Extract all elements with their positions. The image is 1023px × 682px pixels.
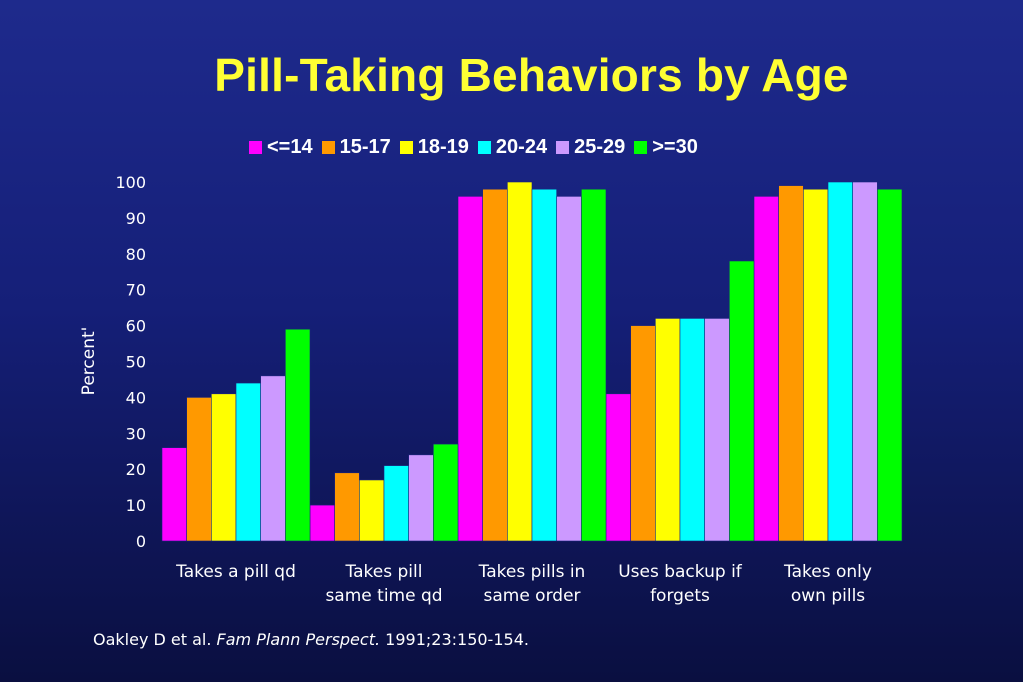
bar [581, 188, 607, 542]
bar [753, 196, 779, 542]
bar [359, 479, 385, 542]
chart-legend: <=14 15-17 18-19 20-24 25-29 >=30 [249, 134, 707, 160]
x-tick-label: Takes pills in [478, 562, 586, 582]
bar [211, 393, 237, 542]
citation: Oakley D et al. Fam Plann Perspect. 1991… [93, 630, 529, 649]
legend-swatch [249, 140, 262, 154]
bar [457, 196, 483, 542]
bar [235, 382, 261, 542]
legend-swatch [477, 140, 491, 154]
legend-swatch [321, 140, 335, 154]
y-tick-label: 50 [126, 353, 146, 372]
legend-swatch [399, 140, 413, 154]
bar [408, 454, 434, 542]
bar [852, 181, 878, 542]
legend-label: >=30 [652, 135, 698, 158]
y-tick-label: 0 [136, 532, 146, 551]
y-tick-label: 90 [126, 209, 146, 228]
x-tick-label: Takes pill [345, 562, 423, 582]
bar [729, 260, 755, 542]
x-tick-label: forgets [650, 586, 710, 606]
y-tick-label: 40 [126, 388, 146, 407]
legend-item: 15-17 [321, 135, 391, 159]
bar [260, 375, 286, 542]
citation-authors: Oakley D et al. [93, 630, 212, 649]
x-tick-label: Takes a pill qd [175, 562, 296, 582]
bar [531, 188, 557, 542]
bar [383, 465, 409, 542]
y-tick-label: 100 [115, 173, 146, 192]
legend-label: <=14 [267, 135, 313, 158]
legend-swatch [556, 140, 570, 154]
y-tick-label: 10 [126, 496, 146, 515]
legend-swatch [634, 140, 648, 154]
legend-item: 25-29 [556, 136, 625, 159]
x-tick-label: Uses backup if [618, 562, 743, 582]
bar [433, 443, 459, 542]
bar [556, 196, 582, 542]
bar [704, 318, 730, 542]
citation-ref: 1991;23:150-154. [385, 630, 529, 649]
x-tick-label: Takes only [783, 562, 872, 582]
bar [827, 181, 853, 542]
y-tick-label: 60 [126, 317, 146, 336]
y-tick-label: 30 [126, 424, 146, 443]
legend-item: 18-19 [399, 135, 469, 159]
legend-label: 18-19 [417, 135, 469, 158]
bar [186, 397, 212, 542]
bar [285, 328, 311, 542]
bar [778, 185, 804, 542]
bar [679, 318, 705, 542]
bar [803, 188, 829, 542]
bar [655, 318, 681, 542]
legend-label: 20-24 [495, 135, 548, 158]
x-tick-label: same order [483, 586, 580, 606]
y-axis-label: Percent' [79, 327, 99, 396]
page-title: Pill-Taking Behaviors by Age [214, 49, 849, 101]
legend-item: >=30 [634, 136, 698, 159]
legend-item: 20-24 [477, 135, 548, 159]
x-tick-label: own pills [791, 586, 865, 606]
y-tick-label: 70 [126, 281, 146, 300]
bar [507, 181, 533, 542]
bar [605, 393, 631, 542]
bar [630, 325, 656, 542]
bar [334, 472, 360, 542]
bar [877, 188, 903, 542]
legend-label: 25-29 [574, 135, 626, 158]
y-tick-label: 80 [126, 245, 146, 264]
y-tick-label: 20 [126, 460, 146, 479]
citation-journal: Fam Plann Perspect. [216, 630, 381, 649]
legend-label: 15-17 [339, 135, 391, 158]
bar [482, 188, 508, 542]
x-tick-label: same time qd [325, 586, 442, 606]
bar [309, 504, 335, 542]
bar [161, 447, 187, 542]
legend-item: <=14 [249, 136, 313, 159]
